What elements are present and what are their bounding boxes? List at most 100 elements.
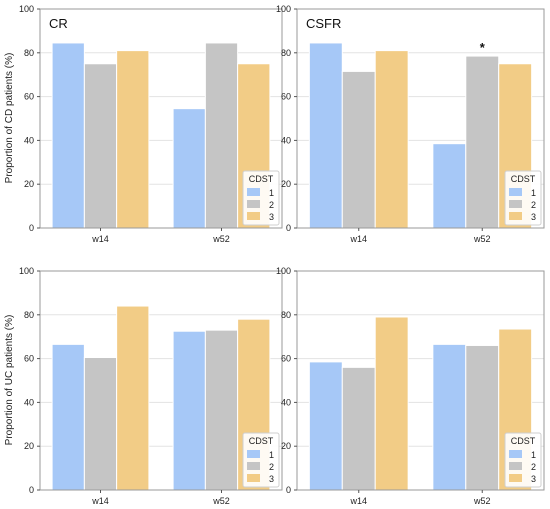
legend-swatch-3	[247, 212, 260, 220]
x-tick-label-w14: w14	[91, 234, 109, 244]
y-tick-label: 0	[286, 223, 291, 233]
legend-swatch-1	[509, 450, 522, 458]
y-axis-label: Proportion of CD patients (%)	[4, 53, 15, 184]
y-axis-label: Proportion of UC patients (%)	[4, 315, 15, 446]
bar-w52-series-1	[432, 143, 467, 229]
y-tick-label: 20	[24, 441, 34, 451]
bar-w52-series-2	[204, 329, 239, 491]
y-tick-label: 40	[24, 397, 34, 407]
bar-w52-series-1	[432, 343, 467, 491]
bar-w52-series-1	[172, 330, 206, 491]
legend: CDST 1 2 3	[504, 432, 542, 488]
chart-panel-3: 0 20 40 60 80 100 w14 w52 Proportion of UC patie…	[4, 266, 283, 506]
legend-label-3: 3	[269, 212, 274, 222]
x-tick-label-w14: w14	[349, 496, 367, 506]
bar-w14-series-2	[83, 357, 118, 491]
legend-label-2: 2	[269, 462, 274, 472]
y-tick-label: 20	[281, 179, 291, 189]
y-tick-label: 40	[281, 135, 291, 145]
legend: CDST 1 2 3	[242, 432, 280, 488]
y-tick-label: 100	[19, 4, 34, 14]
bar-w14-series-2	[341, 366, 376, 491]
chart-panel-2: 0 20 40 60 80 100 w14 w52 CSFR * CDST 1 2 3	[276, 4, 545, 244]
legend-label-3: 3	[531, 474, 536, 484]
y-tick-label: 20	[281, 441, 291, 451]
legend-title: CDST	[249, 436, 274, 446]
legend-swatch-1	[509, 188, 522, 196]
x-tick-label-w52: w52	[473, 234, 491, 244]
legend-label-1: 1	[269, 188, 274, 198]
y-tick-label: 0	[29, 485, 34, 495]
x-tick-label-w52: w52	[473, 496, 491, 506]
bar-w14-series-1	[51, 343, 85, 491]
y-tick-label: 80	[281, 48, 291, 58]
legend-swatch-3	[247, 474, 260, 482]
bar-w14-series-1	[308, 361, 343, 491]
legend-box	[504, 170, 542, 226]
panel-title: CSFR	[306, 16, 341, 31]
y-tick-label: 100	[276, 4, 291, 14]
bar-w52-series-2	[204, 42, 239, 229]
legend-swatch-3	[509, 474, 522, 482]
legend-label-2: 2	[531, 462, 536, 472]
legend-label-3: 3	[269, 474, 274, 484]
legend-title: CDST	[511, 174, 536, 184]
plot-frame	[39, 8, 283, 229]
legend-label-1: 1	[531, 188, 536, 198]
y-tick-label: 60	[281, 354, 291, 364]
legend-label-1: 1	[531, 450, 536, 460]
legend-title: CDST	[249, 174, 274, 184]
y-tick-label: 80	[281, 310, 291, 320]
bar-w14-series-3	[374, 50, 409, 229]
plot-frame	[296, 270, 545, 491]
legend-label-2: 2	[269, 200, 274, 210]
y-tick-label: 80	[24, 48, 34, 58]
bar-w52-series-1	[172, 108, 206, 229]
chart-panel-4: 0 20 40 60 80 100 w14 w52 CDST 1 2 3	[276, 266, 545, 506]
legend-label-3: 3	[531, 212, 536, 222]
legend-swatch-2	[509, 200, 522, 208]
legend-swatch-2	[509, 462, 522, 470]
bar-w14-series-3	[116, 50, 150, 229]
y-tick-label: 100	[276, 266, 291, 276]
significance-marker: *	[480, 40, 486, 55]
y-tick-label: 60	[281, 92, 291, 102]
legend: CDST 1 2 3	[504, 170, 542, 226]
y-tick-label: 40	[281, 397, 291, 407]
legend-box	[242, 432, 280, 488]
y-tick-label: 0	[286, 485, 291, 495]
plot-frame	[296, 8, 545, 229]
bar-w14-series-3	[374, 316, 409, 491]
legend-swatch-1	[247, 450, 260, 458]
legend-label-2: 2	[531, 200, 536, 210]
y-tick-label: 0	[29, 223, 34, 233]
x-tick-label-w14: w14	[349, 234, 367, 244]
bar-w14-series-1	[51, 42, 85, 229]
y-tick-label: 60	[24, 92, 34, 102]
legend-swatch-2	[247, 462, 260, 470]
legend-box	[504, 432, 542, 488]
x-tick-label-w14: w14	[91, 496, 109, 506]
legend-swatch-2	[247, 200, 260, 208]
legend-swatch-3	[509, 212, 522, 220]
legend: CDST 1 2 3	[242, 170, 280, 226]
bar-w14-series-2	[341, 70, 376, 229]
plot-frame	[39, 270, 283, 491]
y-tick-label: 20	[24, 179, 34, 189]
legend-swatch-1	[247, 188, 260, 196]
bar-w52-series-2	[465, 344, 500, 491]
y-tick-label: 100	[19, 266, 34, 276]
y-tick-label: 40	[24, 135, 34, 145]
y-tick-label: 60	[24, 354, 34, 364]
bar-w52-series-2	[465, 55, 500, 229]
legend-box	[242, 170, 280, 226]
bar-w14-series-3	[116, 305, 150, 491]
x-tick-label-w52: w52	[212, 496, 230, 506]
bar-w14-series-2	[83, 63, 118, 229]
panel-title: CR	[49, 16, 68, 31]
legend-label-1: 1	[269, 450, 274, 460]
y-tick-label: 80	[24, 310, 34, 320]
x-tick-label-w52: w52	[212, 234, 230, 244]
legend-title: CDST	[511, 436, 536, 446]
